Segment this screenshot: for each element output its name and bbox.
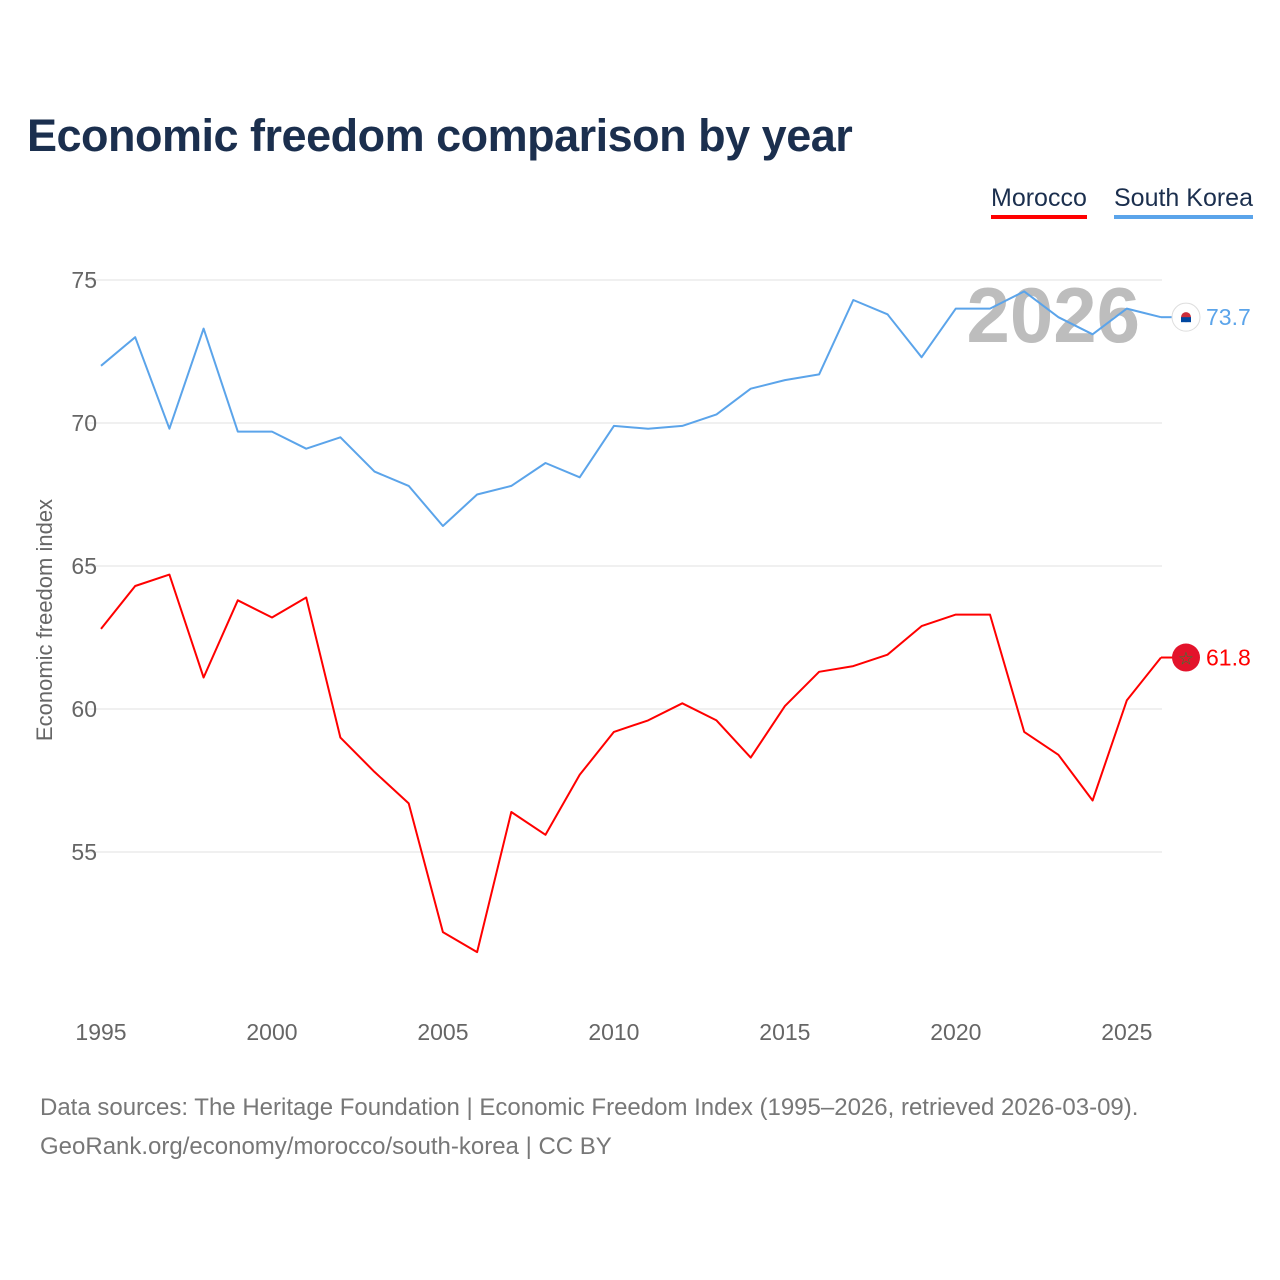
data-point-morocco[interactable] (850, 663, 856, 669)
end-value-label-morocco: 61.8 (1206, 645, 1251, 671)
data-point-south-korea[interactable] (303, 446, 309, 452)
chart-title: Economic freedom comparison by year (27, 110, 853, 161)
data-point-south-korea[interactable] (645, 426, 651, 432)
data-point-south-korea[interactable] (713, 411, 719, 417)
data-point-south-korea[interactable] (850, 297, 856, 303)
data-point-morocco[interactable] (235, 597, 241, 603)
data-point-south-korea[interactable] (884, 311, 890, 317)
data-point-south-korea[interactable] (201, 326, 207, 332)
footer-sources: Data sources: The Heritage Foundation | … (40, 1094, 1139, 1121)
data-point-south-korea[interactable] (543, 460, 549, 466)
data-point-morocco[interactable] (919, 623, 925, 629)
y-tick-label: 65 (71, 553, 97, 579)
data-point-morocco[interactable] (474, 949, 480, 955)
data-point-south-korea[interactable] (508, 483, 514, 489)
data-point-morocco[interactable] (166, 572, 172, 578)
series-line-south-korea (100, 290, 1162, 527)
data-point-morocco[interactable] (440, 929, 446, 935)
y-axis-label: Economic freedom index (32, 499, 57, 741)
x-tick-label: 2010 (588, 1019, 639, 1045)
data-point-south-korea[interactable] (748, 386, 754, 392)
data-point-south-korea[interactable] (816, 371, 822, 377)
data-point-south-korea[interactable] (577, 474, 583, 480)
x-tick-label: 2025 (1101, 1019, 1152, 1045)
data-point-morocco[interactable] (679, 700, 685, 706)
data-point-south-korea[interactable] (132, 334, 138, 340)
data-point-south-korea[interactable] (166, 426, 172, 432)
data-point-morocco[interactable] (1055, 752, 1061, 758)
data-point-south-korea[interactable] (919, 354, 925, 360)
data-point-morocco[interactable] (645, 717, 651, 723)
x-tick-label: 2020 (930, 1019, 981, 1045)
x-tick-label: 2015 (759, 1019, 810, 1045)
data-point-south-korea[interactable] (1021, 288, 1027, 294)
data-point-south-korea[interactable] (611, 423, 617, 429)
y-tick-label: 60 (71, 696, 97, 722)
data-point-morocco[interactable] (1090, 798, 1096, 804)
data-point-south-korea[interactable] (1055, 314, 1061, 320)
data-point-south-korea[interactable] (679, 423, 685, 429)
data-point-morocco[interactable] (1021, 729, 1027, 735)
data-point-morocco[interactable] (543, 832, 549, 838)
data-point-south-korea[interactable] (98, 363, 104, 369)
data-point-south-korea[interactable] (337, 434, 343, 440)
data-point-morocco[interactable] (953, 612, 959, 618)
data-point-morocco[interactable] (816, 669, 822, 675)
data-point-morocco[interactable] (337, 735, 343, 741)
data-point-morocco[interactable] (1124, 697, 1130, 703)
data-point-morocco[interactable] (269, 614, 275, 620)
legend-morocco[interactable]: Morocco (991, 184, 1087, 219)
y-tick-label: 55 (71, 839, 97, 865)
x-tick-label: 2000 (246, 1019, 297, 1045)
footer: Data sources: The Heritage Foundation | … (40, 1088, 1138, 1166)
taegeuk-blue (1181, 317, 1191, 323)
y-tick-label: 70 (71, 410, 97, 436)
footer-link[interactable]: GeoRank.org/economy/morocco/south-korea … (40, 1133, 612, 1160)
series-line-morocco (100, 573, 1162, 954)
data-point-morocco[interactable] (782, 703, 788, 709)
morocco-flag-icon (1172, 643, 1200, 672)
data-point-south-korea[interactable] (782, 377, 788, 383)
star-icon: ☆ (1178, 649, 1194, 669)
data-point-south-korea[interactable] (1090, 331, 1096, 337)
y-tick-label: 75 (71, 267, 97, 293)
data-point-south-korea[interactable] (1124, 306, 1130, 312)
data-point-morocco[interactable] (713, 717, 719, 723)
data-point-south-korea[interactable] (235, 429, 241, 435)
x-tick-label: 2005 (417, 1019, 468, 1045)
data-point-morocco[interactable] (987, 612, 993, 618)
data-point-south-korea[interactable] (474, 492, 480, 498)
data-point-morocco[interactable] (748, 755, 754, 761)
data-point-south-korea[interactable] (406, 483, 412, 489)
data-point-morocco[interactable] (303, 594, 309, 600)
data-point-south-korea[interactable] (987, 306, 993, 312)
data-point-morocco[interactable] (406, 800, 412, 806)
data-point-morocco[interactable] (372, 769, 378, 775)
data-point-south-korea[interactable] (372, 469, 378, 475)
year-watermark: 2026 (966, 271, 1140, 359)
data-point-morocco[interactable] (132, 583, 138, 589)
data-point-morocco[interactable] (611, 729, 617, 735)
data-point-south-korea[interactable] (440, 523, 446, 529)
data-point-morocco[interactable] (577, 772, 583, 778)
legend-south-korea[interactable]: South Korea (1114, 184, 1253, 219)
data-point-morocco[interactable] (884, 652, 890, 658)
end-value-label-south-korea: 73.7 (1206, 304, 1251, 330)
data-point-morocco[interactable] (98, 626, 104, 632)
x-tick-label: 1995 (75, 1019, 126, 1045)
data-point-south-korea[interactable] (269, 429, 275, 435)
data-point-morocco[interactable] (508, 809, 514, 815)
data-point-morocco[interactable] (201, 675, 207, 681)
data-point-south-korea[interactable] (953, 306, 959, 312)
